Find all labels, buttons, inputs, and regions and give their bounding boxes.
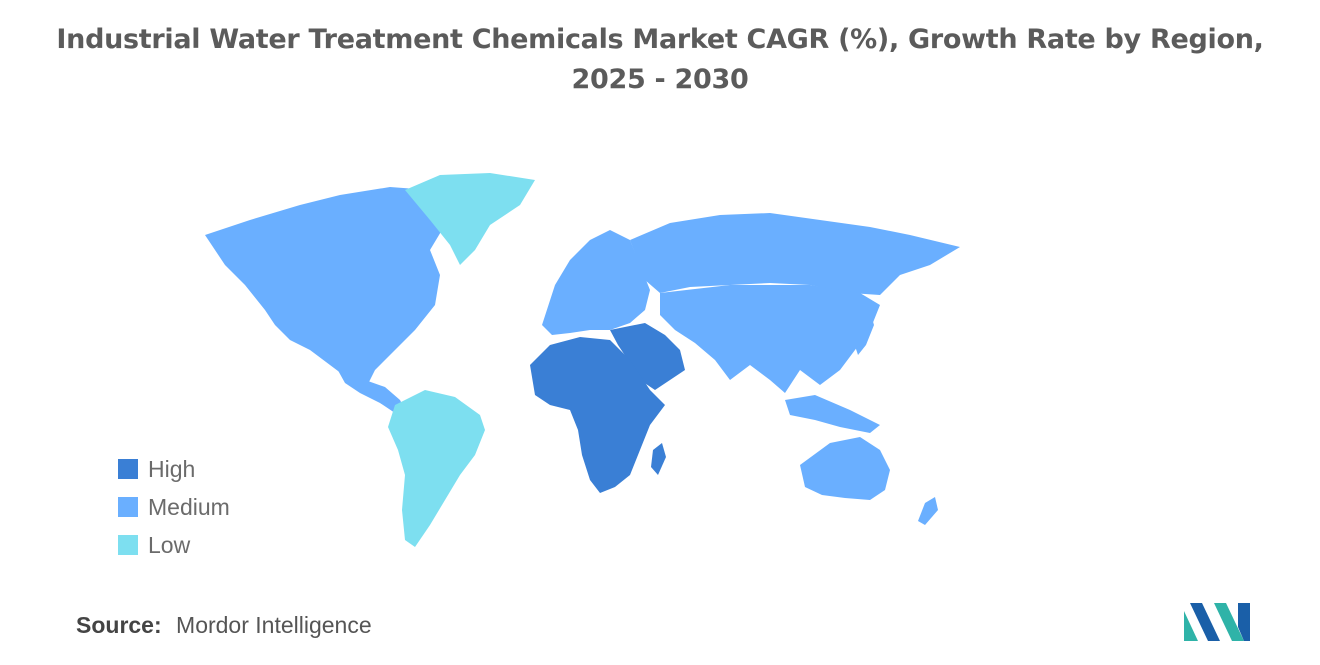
region-north-america	[205, 187, 445, 390]
legend-item-low: Low	[118, 526, 230, 564]
legend-item-medium: Medium	[118, 488, 230, 526]
region-russia	[630, 213, 960, 295]
source-line: Source: Mordor Intelligence	[76, 612, 372, 639]
region-middle-east	[610, 323, 685, 390]
mordor-intelligence-logo-icon	[1184, 603, 1250, 641]
chart-title: Industrial Water Treatment Chemicals Mar…	[56, 24, 1264, 95]
legend-item-high: High	[118, 450, 230, 488]
region-australia	[800, 437, 890, 500]
legend-label: Low	[148, 531, 191, 558]
region-madagascar	[651, 443, 666, 475]
region-europe	[542, 230, 650, 335]
legend-label: Medium	[148, 493, 230, 520]
legend-swatch-medium	[118, 497, 138, 517]
region-southeast-asia	[785, 395, 880, 433]
region-central-america	[335, 365, 405, 413]
region-africa	[530, 337, 665, 493]
source-value: Mordor Intelligence	[176, 612, 372, 638]
region-new-zealand	[918, 497, 938, 525]
map-legend: High Medium Low	[118, 450, 230, 564]
source-label: Source:	[76, 612, 162, 638]
world-map	[205, 173, 960, 547]
region-greenland	[405, 173, 535, 265]
region-japan	[854, 305, 874, 355]
legend-label: High	[148, 455, 196, 482]
region-south-america	[388, 390, 485, 547]
legend-swatch-high	[118, 459, 138, 479]
legend-swatch-low	[118, 535, 138, 555]
region-asia	[660, 285, 880, 393]
